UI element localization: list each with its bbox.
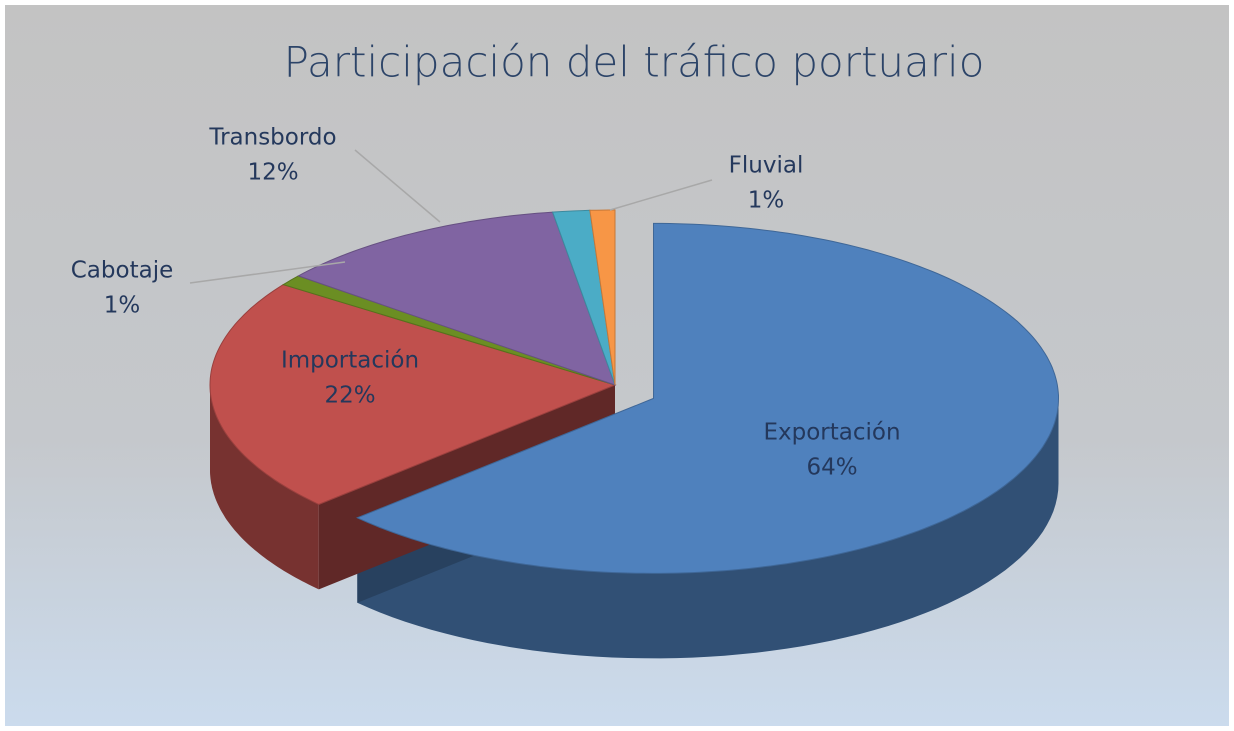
slice-side (210, 385, 319, 590)
data-label-value: 1% (748, 188, 785, 214)
data-label-name: Importación (281, 348, 419, 374)
leader-line (609, 179, 713, 211)
slice-side (357, 398, 1059, 659)
slice (356, 222, 1059, 574)
pie (209, 209, 1059, 659)
data-label-value: 1% (104, 293, 141, 319)
slice (297, 211, 616, 386)
slice (209, 284, 617, 505)
leader-line (354, 149, 441, 223)
data-label-name: Cabotaje (71, 258, 173, 284)
data-label-name: Transbordo (208, 125, 336, 151)
data-label-value: 22% (324, 383, 375, 409)
data-label-value: 12% (247, 160, 298, 186)
leader-line (189, 261, 346, 284)
data-label-name: Fluvial (729, 153, 804, 179)
data-label-name: Exportación (763, 420, 900, 446)
chart-title: Participación del tráfico portuario (284, 38, 985, 87)
slice (551, 209, 616, 386)
data-label-value: 64% (806, 455, 857, 481)
slice (589, 209, 616, 386)
